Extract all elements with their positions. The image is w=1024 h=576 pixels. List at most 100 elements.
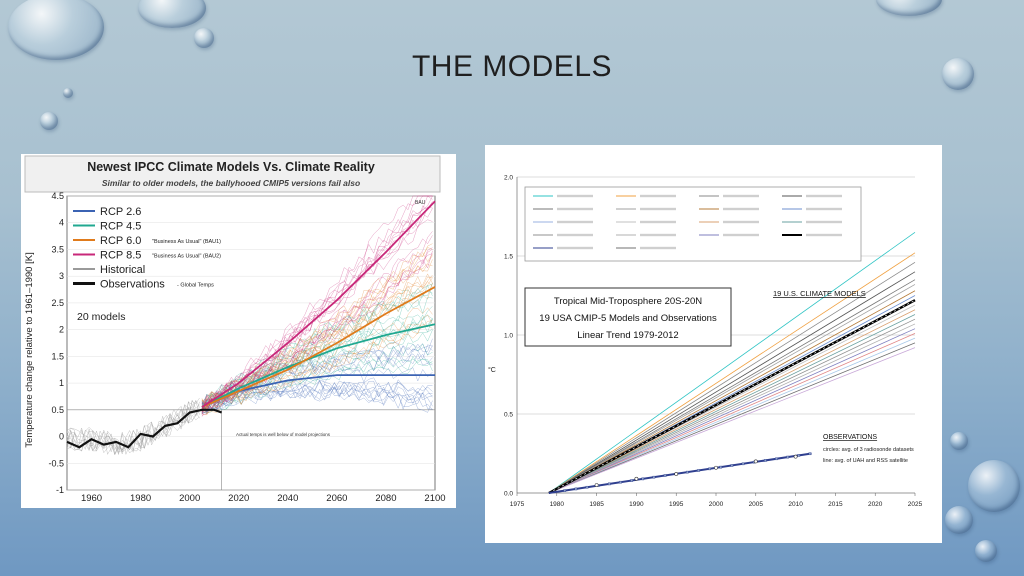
right-observation-marker [775, 457, 778, 461]
left-model-run [201, 314, 433, 413]
left-model-run [201, 317, 433, 402]
right-x-tick-label: 2010 [788, 501, 803, 508]
water-drop [194, 28, 214, 48]
left-model-run [201, 290, 433, 412]
right-model-trend-line [548, 342, 916, 494]
right-observation-marker [663, 474, 667, 477]
left-model-run [201, 358, 433, 414]
right-legend-entry [640, 207, 676, 211]
water-drop [63, 88, 73, 98]
left-series-mean-line [201, 323, 436, 408]
right-observation-marker [630, 479, 633, 482]
right-legend-entry [557, 233, 593, 237]
right-observation-marker [730, 464, 734, 467]
observations-note-1: circles: avg. of 3 radiosonde datasets [823, 447, 914, 453]
right-x-tick-label: 2000 [709, 501, 724, 508]
left-model-run [201, 195, 433, 414]
left-legend-note: "Business As Usual" (BAU2) [152, 254, 221, 260]
left-x-tick-label: 1980 [130, 493, 151, 504]
right-observation-marker [608, 482, 611, 486]
right-y-tick-label: 2.0 [504, 175, 513, 182]
right-legend-entry [557, 207, 593, 211]
water-drop [950, 432, 968, 450]
water-drop [968, 460, 1020, 512]
left-model-run [201, 282, 433, 411]
right-observation-circle [714, 465, 718, 470]
left-model-run [201, 378, 433, 412]
left-model-run [201, 235, 433, 414]
left-x-tick-label: 2000 [179, 493, 200, 504]
left-model-run [201, 357, 433, 414]
left-x-tick-label: 2060 [326, 493, 347, 504]
left-model-run [201, 283, 433, 407]
right-model-trend-line [548, 284, 916, 494]
left-x-tick-label: 2040 [277, 493, 298, 504]
right-y-axis-label: °C [488, 366, 496, 374]
right-x-tick-label: 2005 [749, 501, 764, 508]
right-legend-entry [557, 246, 593, 250]
right-legend-entry [806, 207, 842, 211]
right-legend-entry [640, 246, 676, 250]
left-observations-line [66, 408, 222, 449]
left-model-run [201, 353, 433, 412]
left-bau-label: BAU [415, 200, 426, 206]
left-y-tick-label: 2.5 [51, 298, 64, 308]
right-observation-marker [585, 485, 589, 489]
left-model-run [201, 386, 433, 413]
tropical-troposphere-chart-svg: 0.0 0.5 1.0 1.5 2.0 1975 1980 1985 1990 1995 2000 2… [485, 145, 942, 543]
water-drop [138, 0, 206, 28]
left-x-tick-label: 2020 [228, 493, 249, 504]
left-model-run [201, 273, 433, 410]
title-box-line-1: Tropical Mid-Troposphere 20S-20N [554, 296, 702, 307]
slide-title: THE MODELS [411, 50, 613, 83]
ipcc-models-chart-svg: Newest IPCC Climate Models Vs. Climate R… [21, 154, 456, 508]
right-observation-marker [563, 489, 567, 492]
right-model-trend-line [548, 314, 916, 494]
water-drop [942, 58, 974, 90]
left-model-run [201, 385, 433, 412]
right-x-tick-label: 1985 [589, 501, 604, 508]
left-chart-title: Newest IPCC Climate Models Vs. Climate R… [87, 160, 375, 174]
observations-note-2: line: avg. of UAH and RSS satellite [823, 458, 908, 464]
left-y-tick-label: 3.5 [51, 244, 64, 254]
water-drop [40, 112, 58, 130]
right-x-tick-label: 2015 [828, 501, 843, 508]
right-observation-marker [764, 459, 767, 462]
left-legend-label: Historical [100, 264, 145, 276]
right-model-trend-line [548, 337, 916, 494]
right-observation-marker [686, 470, 689, 474]
right-x-tick-label: 1995 [669, 501, 684, 508]
right-model-trend-line [548, 271, 916, 494]
left-y-tick-label: 1.5 [51, 351, 64, 361]
right-observation-circle [753, 459, 758, 464]
right-observation-marker [641, 477, 645, 481]
models-label: 19 U.S. CLIMATE MODELS [773, 289, 866, 298]
right-legend-entry [640, 233, 676, 237]
left-model-run [201, 247, 433, 409]
right-legend-entry [640, 194, 676, 198]
left-model-run [201, 277, 433, 405]
water-drop [876, 0, 942, 16]
right-observation-marker [719, 465, 723, 469]
left-x-tick-label: 1960 [81, 493, 102, 504]
left-y-tick-label: 2 [59, 325, 64, 335]
right-x-tick-label: 1975 [510, 501, 525, 508]
right-y-tick-label: 1.5 [504, 254, 513, 261]
left-historical-run [66, 404, 200, 456]
left-y-tick-label: -1 [56, 485, 64, 495]
left-y-tick-label: 0.5 [51, 405, 64, 415]
left-annotation: Actual temps is well below of model proj… [236, 432, 331, 437]
left-series-mean-line [201, 286, 436, 408]
left-model-run [201, 383, 433, 410]
left-y-tick-label: 0 [59, 432, 64, 442]
right-observation-marker [708, 467, 711, 471]
right-model-trend-line [548, 252, 916, 494]
left-chart-subtitle: Similar to older models, the ballyhooed … [102, 178, 360, 188]
observations-label: OBSERVATIONS [823, 434, 877, 441]
right-legend-entry [640, 220, 676, 224]
right-x-tick-label: 1980 [550, 501, 565, 508]
right-model-trend-line [548, 347, 916, 494]
right-legend-entry [723, 194, 759, 198]
title-box-line-2: 19 USA CMIP-5 Models and Observations [539, 313, 717, 324]
right-x-tick-label: 2025 [908, 501, 923, 508]
